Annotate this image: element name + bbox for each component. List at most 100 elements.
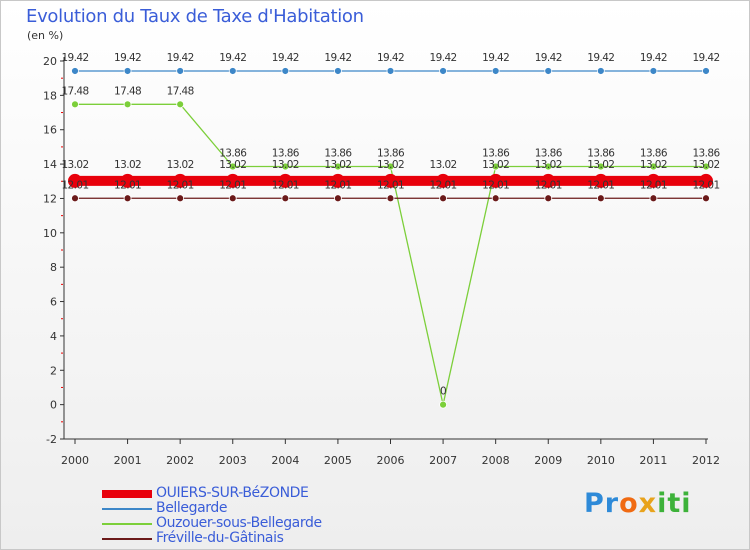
data-label: 13.86 (482, 147, 510, 159)
data-point (649, 194, 658, 203)
data-point (593, 173, 608, 188)
data-label: 19.42 (640, 52, 667, 64)
y-tick-label: -2 (46, 433, 57, 446)
data-label: 13.02 (272, 159, 299, 171)
data-label: 13.86 (692, 147, 720, 159)
data-point (281, 194, 290, 203)
data-label: 12.01 (640, 179, 667, 191)
data-point (120, 173, 135, 188)
data-label: 12.01 (692, 179, 719, 191)
data-point (71, 67, 79, 75)
data-label: 19.42 (692, 52, 719, 64)
legend-swatch (102, 507, 152, 510)
data-point (491, 67, 500, 75)
data-label: 13.02 (324, 159, 351, 171)
data-label: 12.01 (61, 179, 88, 191)
x-tick-label: 2002 (166, 454, 194, 467)
data-point (702, 67, 710, 75)
data-label: 19.42 (587, 52, 614, 64)
y-tick-label: 0 (50, 399, 57, 412)
data-point (386, 162, 395, 171)
legend-item: Bellegarde (102, 501, 322, 516)
y-tick-label: 14 (43, 158, 57, 171)
data-point (596, 162, 605, 171)
data-point (702, 194, 710, 203)
y-tick-label: 18 (43, 89, 57, 102)
x-tick-label: 2009 (534, 454, 562, 467)
x-tick-label: 2004 (271, 454, 299, 467)
data-point (228, 162, 237, 171)
data-label: 19.42 (114, 52, 141, 64)
x-tick-label: 2007 (429, 454, 457, 467)
data-label: 13.86 (219, 147, 247, 159)
data-point (281, 67, 290, 75)
data-label: 13.02 (640, 159, 667, 171)
data-label: 19.42 (535, 52, 562, 64)
x-tick-label: 2006 (377, 454, 405, 467)
logo-part-3: x (638, 488, 658, 519)
data-label: 13.02 (535, 159, 562, 171)
data-label: 13.86 (587, 147, 615, 159)
x-tick-label: 2003 (219, 454, 247, 467)
data-point (228, 67, 237, 75)
data-point (544, 162, 553, 171)
data-point (646, 173, 661, 188)
data-label: 12.01 (324, 179, 351, 191)
x-tick-label: 2000 (61, 454, 89, 467)
data-label: 12.01 (587, 179, 614, 191)
data-point (491, 162, 500, 171)
data-point (649, 162, 658, 171)
data-label: 12.01 (219, 179, 246, 191)
data-label: 12.01 (377, 179, 404, 191)
legend-label: Ouzouer-sous-Bellegarde (156, 515, 322, 531)
data-label: 19.42 (324, 52, 351, 64)
data-point (176, 100, 185, 109)
data-label: 12.01 (114, 179, 141, 191)
data-label: 19.42 (430, 52, 457, 64)
data-label: 13.02 (219, 159, 246, 171)
data-label: 19.42 (219, 52, 246, 64)
legend-swatch (102, 537, 152, 540)
data-label: 12.01 (430, 179, 457, 191)
logo-part-4: iti (657, 488, 692, 519)
data-point (649, 67, 658, 75)
data-label: 12.01 (482, 179, 509, 191)
legend-item: Fréville-du-Gâtinais (102, 531, 322, 546)
data-point (491, 194, 500, 203)
data-point (71, 194, 79, 203)
y-tick-label: 2 (50, 364, 57, 377)
data-point (439, 400, 447, 409)
legend-swatch (102, 522, 152, 525)
y-tick-label: 16 (43, 124, 57, 137)
data-point (173, 173, 188, 188)
proxiti-logo[interactable]: Proxiti (584, 488, 692, 519)
data-point (71, 100, 79, 109)
y-tick-label: 10 (43, 227, 57, 240)
data-label: 13.86 (640, 147, 668, 159)
data-point (123, 100, 132, 109)
data-label: 13.86 (535, 147, 563, 159)
x-tick-label: 2008 (482, 454, 510, 467)
data-label: 12.01 (272, 179, 299, 191)
data-point (386, 67, 395, 75)
y-tick-label: 6 (50, 296, 57, 309)
data-point (596, 67, 605, 75)
legend-item: OUIERS-SUR-BéZONDE (102, 486, 322, 501)
x-tick-label: 2005 (324, 454, 352, 467)
y-axis-unit-label: (en %) (27, 29, 64, 42)
data-point (544, 194, 553, 203)
data-point (123, 194, 132, 203)
x-tick-label: 2011 (639, 454, 667, 467)
legend-label: OUIERS-SUR-BéZONDE (156, 485, 309, 501)
data-label: 17.48 (114, 85, 141, 97)
legend-label: Bellegarde (156, 500, 228, 516)
data-label: 13.02 (587, 159, 614, 171)
data-label: 13.02 (482, 159, 509, 171)
data-point (596, 194, 605, 203)
data-point (699, 173, 713, 188)
data-point (386, 194, 395, 203)
y-tick-label: 8 (50, 261, 57, 274)
legend-item: Ouzouer-sous-Bellegarde (102, 516, 322, 531)
